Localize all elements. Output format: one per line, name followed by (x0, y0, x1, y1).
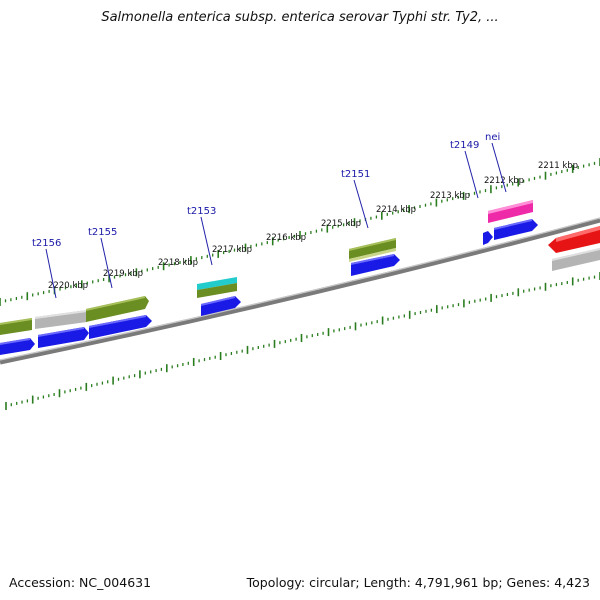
cds-blue-1-hl (0, 338, 30, 345)
map-title: Salmonella enterica subsp. enterica sero… (101, 10, 499, 25)
kbp-label-2214: 2214 kbp (376, 205, 416, 215)
leader-t2153 (200, 216, 213, 266)
gene-label-t2153: t2153 (187, 206, 216, 217)
cds-blue-2-hl (38, 327, 84, 337)
kbp-label-2217: 2217 kbp (212, 245, 252, 255)
kbp-label-2218: 2218 kbp (158, 258, 198, 268)
gene-green-t2151-shadow (349, 248, 396, 262)
cds-blue-5-hl (351, 254, 394, 265)
accession-label: Accession: NC_004631 (9, 575, 152, 590)
inner-tick-ring (5, 272, 600, 410)
leader-t2149 (464, 150, 479, 199)
kbp-label-2220: 2220 kbp (48, 281, 88, 291)
cds-blue-3-hl (89, 315, 146, 328)
gene-gray-1-hl (35, 310, 87, 319)
genome-backbone-highlight (0, 217, 600, 361)
cds-blue-7 (494, 219, 538, 240)
cds-blue-6 (483, 231, 493, 245)
gene-label-t2155: t2155 (88, 227, 117, 238)
kbp-label-2215: 2215 kbp (321, 219, 361, 229)
gene-label-t2156: t2156 (32, 238, 61, 249)
gene-green-t2151 (349, 238, 396, 259)
gene-red-right-hl (556, 226, 600, 242)
gene-green-t2151-hl (349, 238, 396, 251)
gene-label-t2149: t2149 (450, 140, 479, 151)
gene-green-left-hl (0, 318, 32, 325)
kbp-label-2216: 2216 kbp (266, 233, 306, 243)
gene-green-t2155 (86, 296, 149, 322)
genome-summary: Topology: circular; Length: 4,791,961 bp… (246, 575, 590, 590)
gene-label-nei: nei (485, 132, 500, 143)
kbp-label-2213: 2213 kbp (430, 191, 470, 201)
gene-green-t2153 (197, 283, 237, 298)
cds-blue-4 (201, 296, 241, 316)
kbp-label-2212: 2212 kbp (484, 176, 524, 186)
kbp-label-2211: 2211 kbp (538, 161, 578, 171)
kbp-label-2219: 2219 kbp (103, 269, 143, 279)
trna-pink-nei-hl (488, 200, 533, 214)
leader-nei (491, 142, 507, 193)
gene-gray-right (552, 248, 600, 271)
genome-backbone (0, 217, 600, 365)
cds-blue-5 (351, 254, 400, 276)
trna-cyan-t2153 (197, 277, 237, 290)
leader-t2156 (45, 248, 57, 299)
gene-gray-right-hl (552, 248, 600, 261)
leader-t2155 (100, 237, 113, 289)
gene-green-t2155-hl (86, 296, 145, 311)
gene-label-t2151: t2151 (341, 169, 370, 180)
leader-t2151 (353, 179, 369, 229)
gene-gray-1 (35, 310, 87, 329)
cds-blue-2 (38, 327, 89, 348)
cds-blue-4-hl (201, 296, 235, 306)
cds-blue-7-hl (494, 219, 532, 230)
cds-blue-3 (89, 315, 152, 339)
